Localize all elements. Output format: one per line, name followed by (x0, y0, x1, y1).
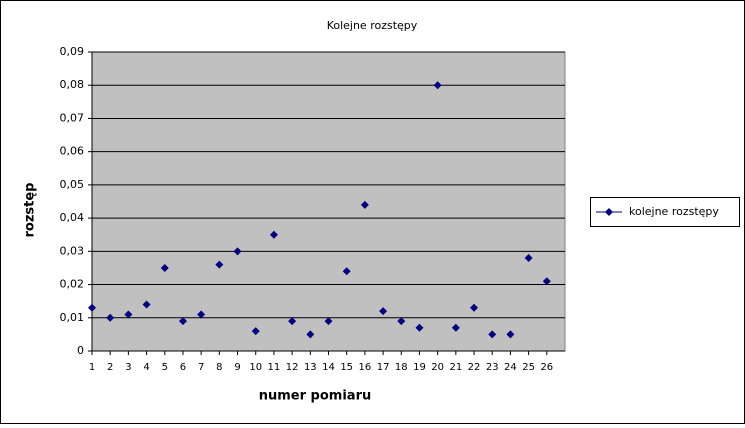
y-axis-label: rozstęp (23, 183, 38, 238)
marker (360, 200, 369, 209)
marker (106, 313, 115, 322)
marker (506, 330, 515, 339)
y-tick-label: 0,09 (60, 45, 85, 58)
marker (124, 310, 133, 319)
x-tick-label: 13 (304, 362, 317, 373)
marker (324, 317, 333, 326)
y-tick-label: 0,04 (60, 211, 85, 224)
x-tick-label: 24 (504, 362, 517, 373)
x-tick-label: 6 (180, 362, 186, 373)
x-tick-label: 15 (340, 362, 353, 373)
x-tick-label: 2 (107, 362, 113, 373)
x-tick-label: 23 (486, 362, 499, 373)
marker (142, 300, 151, 309)
x-tick-label: 25 (522, 362, 535, 373)
marker (288, 317, 297, 326)
marker (524, 253, 533, 262)
marker (269, 230, 278, 239)
marker (197, 310, 206, 319)
x-tick-label: 18 (395, 362, 408, 373)
x-tick-label: 14 (322, 362, 335, 373)
marker (160, 263, 169, 272)
marker (88, 303, 96, 312)
marker (215, 260, 224, 269)
x-tick-label: 4 (143, 362, 149, 373)
x-tick-label: 1 (89, 362, 95, 373)
plot-area (91, 51, 566, 352)
chart-title: Kolejne rozstępy (327, 19, 418, 32)
marker (470, 303, 479, 312)
marker (251, 327, 260, 336)
marker (233, 247, 242, 256)
x-tick-label: 7 (198, 362, 204, 373)
x-tick-label: 3 (125, 362, 131, 373)
x-tick-label: 22 (468, 362, 481, 373)
x-axis-label: numer pomiaru (259, 389, 372, 404)
x-tick-label: 12 (286, 362, 299, 373)
y-tick-label: 0 (77, 344, 84, 357)
y-tick-label: 0,02 (60, 278, 85, 291)
x-tick-label: 26 (540, 362, 553, 373)
marker (178, 317, 187, 326)
y-tick-label: 0,03 (60, 244, 85, 257)
x-tick-label: 11 (268, 362, 281, 373)
x-tick-label: 20 (431, 362, 444, 373)
x-tick-label: 8 (216, 362, 222, 373)
x-tick-label: 5 (162, 362, 168, 373)
y-tick-label: 0,08 (60, 78, 85, 91)
y-tick-label: 0,06 (60, 145, 85, 158)
x-tick-label: 17 (377, 362, 390, 373)
y-tick-label: 0,07 (60, 111, 85, 124)
marker (342, 267, 351, 276)
x-tick-label: 21 (449, 362, 462, 373)
legend-marker (605, 208, 613, 216)
x-tick-label: 16 (359, 362, 372, 373)
y-tick-label: 0,01 (60, 311, 85, 324)
x-tick-label: 9 (234, 362, 240, 373)
marker (379, 307, 388, 316)
y-tick-label: 0,05 (60, 178, 85, 191)
marker (397, 317, 406, 326)
marker (542, 277, 551, 286)
marker (433, 81, 442, 90)
marker (415, 323, 424, 332)
marker (306, 330, 315, 339)
marker (488, 330, 497, 339)
x-tick-label: 19 (413, 362, 426, 373)
legend-label: kolejne rozstępy (629, 205, 719, 218)
x-tick-label: 10 (249, 362, 262, 373)
marker (451, 323, 460, 332)
